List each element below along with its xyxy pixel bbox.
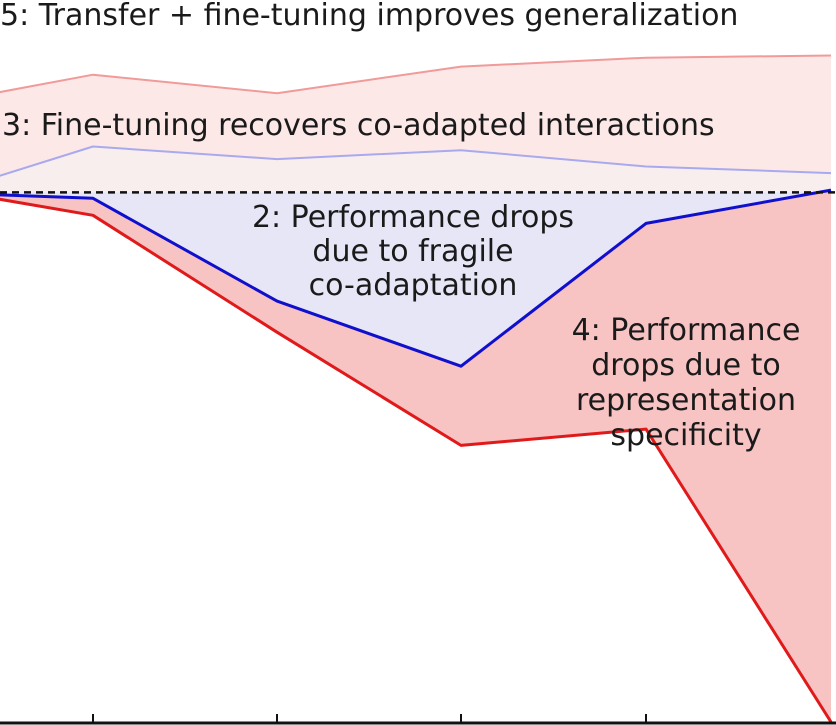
annotation-ann5-line: 5: Transfer + fine-tuning improves gener… [0, 0, 738, 33]
annotation-ann4-line: specificity [610, 418, 761, 453]
series-line-transfer_finetune [0, 54, 832, 95]
annotation-ann2-line: 2: Performance drops [252, 200, 574, 235]
annotations: 5: Transfer + fine-tuning improves gener… [0, 0, 800, 453]
annotation-ann4-line: 4: Performance [572, 313, 801, 348]
annotation-ann4-line: representation [576, 383, 796, 418]
area-fills [0, 55, 831, 722]
annotation-ann2-line: co-adaptation [309, 268, 518, 303]
x-axis [0, 714, 836, 725]
area-fill-5 [0, 55, 831, 176]
series-line-transfer_frozen [0, 197, 833, 723]
area-fill-4 [0, 190, 831, 722]
series-line-selffer_frozen [0, 188, 832, 368]
annotation-ann4-line: drops due to [591, 348, 780, 383]
series-line-selffer_finetune [0, 145, 832, 177]
annotation-ann2-line: due to fragile [312, 234, 513, 269]
area-fill-3 [0, 146, 831, 193]
series-lines [0, 54, 833, 723]
annotation-ann3-line: 3: Fine-tuning recovers co-adapted inter… [2, 108, 715, 143]
area-fill-2 [0, 190, 831, 367]
